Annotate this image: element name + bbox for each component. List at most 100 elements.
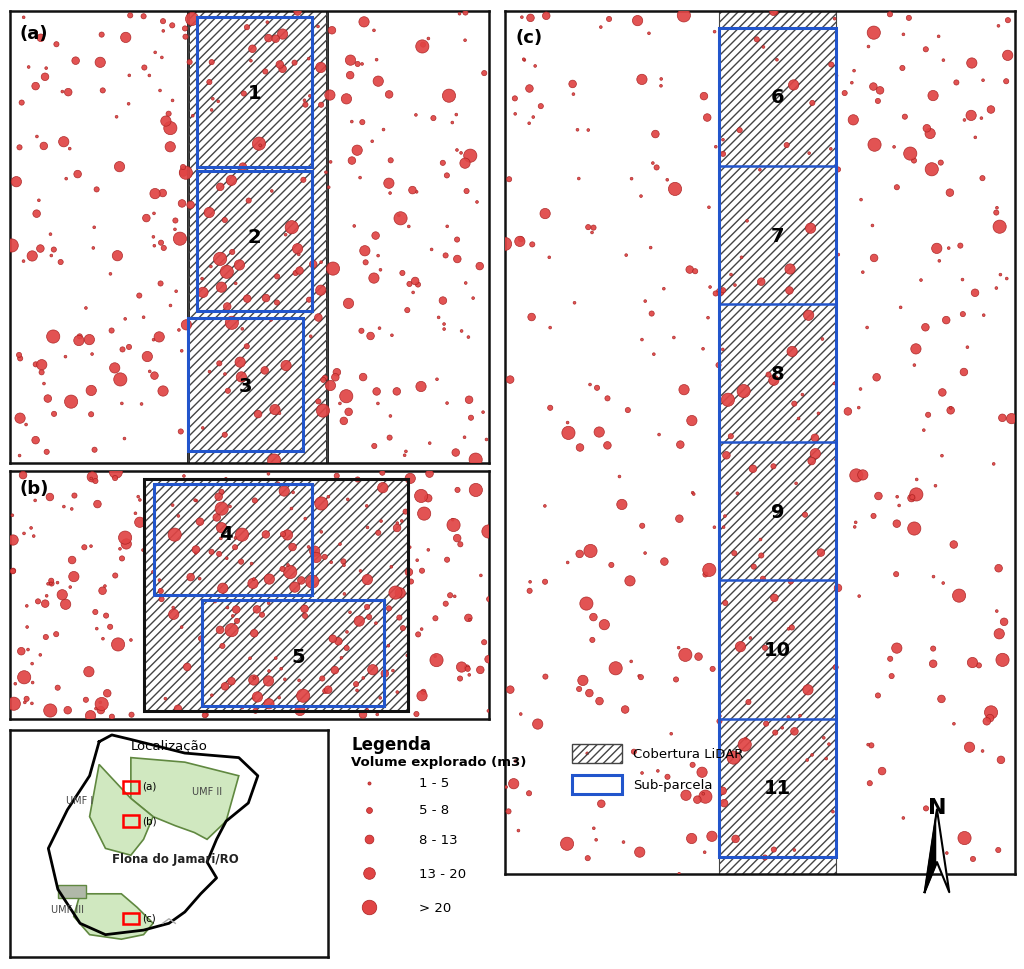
Point [342,605,358,620]
Point [784,344,801,359]
Point [54,587,71,603]
Point [274,27,291,43]
Point [246,572,262,587]
Point [480,703,497,719]
Point [239,20,255,36]
Bar [123,913,139,924]
Point [458,6,474,21]
Text: 11: 11 [764,778,792,797]
Bar [144,480,408,711]
Text: 5: 5 [291,647,304,667]
Point [726,546,742,561]
Point [42,703,58,718]
Point [653,72,670,87]
Point [152,573,168,588]
Point [928,479,944,494]
Text: 3: 3 [239,377,252,396]
Point [11,449,28,464]
Point [271,58,288,74]
Point [349,57,366,73]
Point [786,842,803,858]
Point [988,604,1005,619]
Point [637,294,653,309]
Point [49,680,66,696]
Point [460,610,476,626]
Point [731,123,748,139]
Point [465,291,481,306]
Point [164,18,180,34]
Text: (b): (b) [19,480,49,497]
Point [718,448,734,463]
Point [259,16,275,31]
Point [212,252,228,267]
Point [458,276,474,292]
Point [204,55,220,71]
Point [729,486,745,502]
Point [62,579,79,595]
Point [11,348,28,363]
Point [270,476,287,491]
Point [85,241,101,257]
Point [263,313,280,328]
Point [72,329,88,345]
Point [955,365,972,381]
Point [336,558,352,574]
Text: Cobertura LiDAR: Cobertura LiDAR [633,747,743,761]
Point [13,643,30,659]
Point [749,33,765,48]
Point [687,265,703,280]
Point [325,631,341,646]
Point [147,46,164,61]
Point [244,556,260,572]
Point [450,252,466,267]
Point [588,832,604,848]
Point [940,241,956,257]
Point [249,690,265,705]
Point [967,286,983,301]
Point [167,527,183,543]
Point [676,383,692,398]
Point [396,448,413,463]
Point [209,510,225,525]
Point [620,403,636,419]
Point [615,834,632,850]
Point [436,322,453,337]
Point [460,662,476,677]
Point [648,161,665,176]
Point [956,830,973,846]
Point [260,467,276,483]
Point [359,573,376,588]
Point [404,183,421,199]
Point [902,146,919,162]
Point [975,74,991,89]
Point [783,620,800,636]
Point [715,133,731,148]
Point [300,540,316,555]
Point [524,237,541,253]
Point [191,572,208,587]
Text: 7: 7 [771,227,784,245]
Point [906,154,923,170]
Point [697,567,714,582]
Point [43,577,59,592]
Point [291,247,307,263]
Point [184,13,201,28]
Point [165,498,181,514]
Point [607,661,624,676]
Point [48,627,65,642]
Point [218,551,234,567]
Point [442,588,459,604]
Point [28,433,44,449]
Point [117,312,133,328]
Point [16,670,33,685]
Point [807,447,823,462]
Point [145,206,162,222]
Point [712,285,728,300]
Point [506,776,522,792]
Point [236,86,252,102]
Point [376,123,392,139]
Point [93,28,110,44]
Point [141,364,158,380]
Point [321,489,337,505]
Text: 9: 9 [771,502,784,521]
